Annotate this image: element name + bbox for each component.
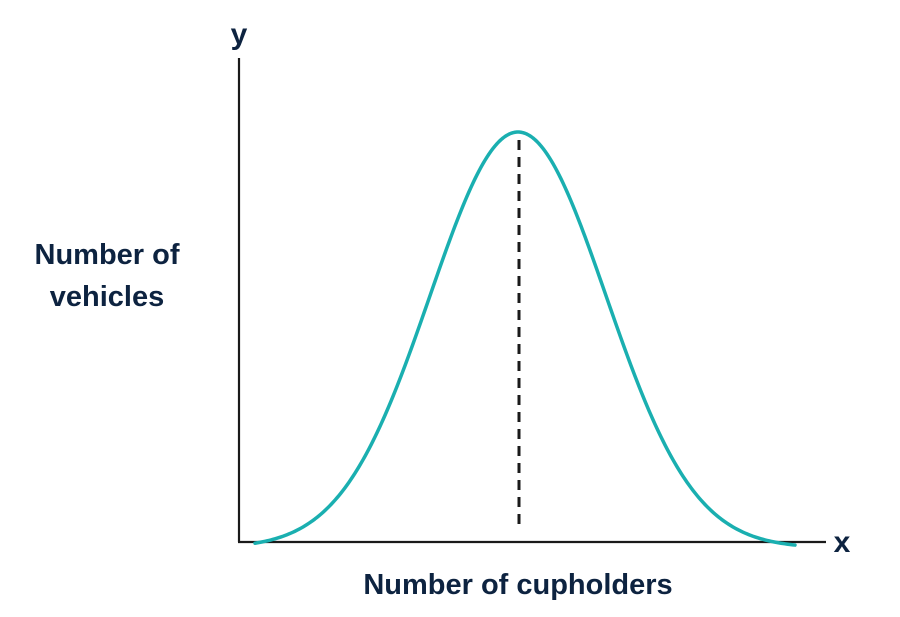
y-axis-letter: y	[231, 18, 248, 51]
x-axis-title: Number of cupholders	[363, 569, 672, 601]
y-axis-title-line-1: Number of	[35, 239, 180, 271]
bell-curve-series	[253, 130, 797, 547]
y-axis-title-line-2: vehicles	[50, 281, 164, 313]
x-axis-letter: x	[834, 526, 851, 559]
